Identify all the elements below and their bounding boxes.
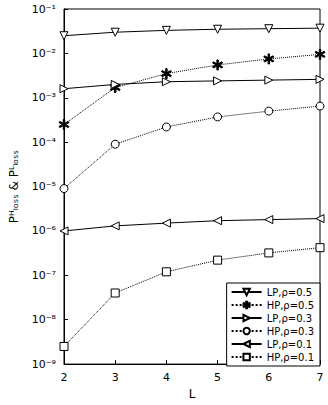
svg-text:HP,ρ=0.3: HP,ρ=0.3 bbox=[267, 326, 314, 337]
svg-text:6: 6 bbox=[265, 371, 272, 384]
svg-text:LP,ρ=0.3: LP,ρ=0.3 bbox=[267, 313, 312, 324]
svg-text:HP,ρ=0.1: HP,ρ=0.1 bbox=[267, 352, 314, 363]
svg-text:3: 3 bbox=[112, 371, 119, 384]
svg-text:10⁻⁵: 10⁻⁵ bbox=[32, 180, 56, 193]
svg-text:Pᴴₗₒₛₛ & Pᴸₗₒₛₛ: Pᴴₗₒₛₛ & Pᴸₗₒₛₛ bbox=[7, 150, 21, 223]
svg-text:LP,ρ=0.1: LP,ρ=0.1 bbox=[267, 339, 312, 350]
svg-text:10⁻⁸: 10⁻⁸ bbox=[32, 313, 57, 326]
svg-text:10⁻³: 10⁻³ bbox=[32, 91, 56, 104]
svg-text:10⁻⁹: 10⁻⁹ bbox=[32, 358, 56, 371]
svg-text:L: L bbox=[189, 387, 196, 401]
svg-text:HP,ρ=0.5: HP,ρ=0.5 bbox=[267, 300, 314, 311]
svg-text:10⁻⁴: 10⁻⁴ bbox=[32, 136, 57, 149]
svg-text:10⁻¹: 10⁻¹ bbox=[32, 3, 56, 16]
svg-text:7: 7 bbox=[317, 371, 324, 384]
svg-text:2: 2 bbox=[61, 371, 68, 384]
svg-text:5: 5 bbox=[214, 371, 221, 384]
svg-text:10⁻⁷: 10⁻⁷ bbox=[32, 269, 56, 282]
svg-text:LP,ρ=0.5: LP,ρ=0.5 bbox=[267, 287, 312, 298]
svg-text:10⁻²: 10⁻² bbox=[32, 47, 56, 60]
svg-text:4: 4 bbox=[163, 371, 170, 384]
svg-text:10⁻⁶: 10⁻⁶ bbox=[32, 224, 57, 237]
